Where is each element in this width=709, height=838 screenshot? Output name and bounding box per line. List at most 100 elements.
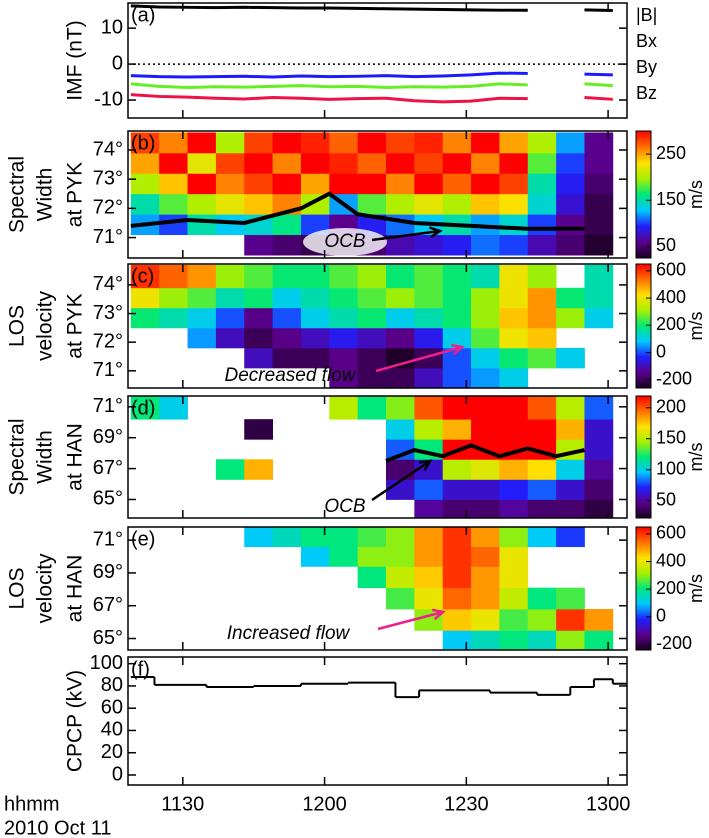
heatmap-cell — [329, 327, 359, 349]
y-axis-label: IMF (nT) — [64, 20, 87, 100]
heatmap-cell — [244, 234, 273, 256]
heatmap-cell — [187, 327, 217, 349]
y-tick-label: 20 — [101, 741, 123, 763]
heatmap-cell — [215, 327, 245, 349]
plot-frame — [127, 526, 628, 651]
heatmap-cell — [357, 307, 387, 329]
heatmap-cell — [471, 347, 500, 369]
colorbar-label: m/s — [686, 180, 706, 209]
heatmap-cell — [499, 609, 529, 631]
heatmap-cell — [329, 367, 359, 389]
heatmap-cell — [527, 193, 557, 215]
heatmap-cell — [471, 193, 500, 215]
heatmap-cell — [300, 347, 330, 369]
panel-label: (f) — [131, 658, 150, 680]
heatmap-cell — [499, 479, 529, 500]
heatmap-cell — [386, 287, 415, 309]
y-axis-label: Width — [34, 168, 57, 222]
heatmap-cell — [556, 214, 585, 236]
heatmap-cell — [386, 566, 415, 589]
heatmap-cell — [499, 234, 529, 256]
y-tick-label: 72° — [93, 330, 123, 352]
heatmap-cell — [556, 152, 585, 174]
x-tick-label: 1230 — [444, 793, 489, 815]
heatmap-cell — [442, 193, 472, 215]
heatmap-cell — [556, 234, 585, 256]
colorbar — [635, 526, 652, 651]
heatmap-cell — [386, 396, 415, 420]
y-axis-label: Width — [34, 430, 57, 484]
y-tick-label: 71° — [93, 359, 123, 381]
heatmap-cell — [527, 307, 557, 329]
heatmap-cell — [159, 152, 188, 174]
heatmap-cell — [499, 527, 529, 548]
annotation-arrow — [375, 345, 463, 373]
panel: 50 100 150 200 m/s OCB (d) 65° 67° 69° 71° Spectral… — [6, 395, 706, 519]
heatmap-cell — [471, 566, 500, 589]
heatmap-cell — [414, 396, 444, 420]
heatmap-cell — [414, 527, 444, 548]
heatmap-cell — [272, 152, 302, 174]
colorbar-label: m/s — [686, 312, 706, 341]
heatmap-cell — [300, 264, 330, 289]
heatmap-cell — [442, 287, 472, 309]
heatmap-cell — [556, 419, 585, 440]
heatmap-cell — [499, 287, 529, 309]
heatmap-cell — [471, 546, 500, 567]
heatmap-cell — [300, 287, 330, 309]
heatmap-cell — [414, 173, 444, 195]
y-axis-label: at PYK — [64, 293, 87, 358]
heatmap-cell — [414, 367, 444, 389]
heatmap-cell — [244, 347, 273, 369]
heatmap-cell — [357, 347, 387, 369]
heatmap-cell — [272, 327, 302, 349]
heatmap-cell — [300, 214, 330, 236]
annotation-arrow — [377, 610, 444, 631]
heatmap-cell — [215, 307, 245, 329]
heatmap-cell — [187, 173, 217, 195]
heatmap-cell — [471, 327, 500, 349]
heatmap-cell — [527, 459, 557, 480]
heatmap-cell — [556, 459, 585, 480]
heatmap-cell — [130, 193, 160, 215]
heatmap-cell — [499, 499, 529, 519]
heatmap-cell — [499, 132, 529, 154]
heatmap-cell — [556, 396, 585, 420]
heatmap-cell — [187, 214, 217, 236]
y-axis-label: velocity — [34, 290, 57, 361]
heatmap-cell — [215, 193, 245, 215]
heatmap-cell — [556, 479, 585, 500]
heatmap-cell — [414, 587, 444, 610]
heatmap-cell — [471, 396, 500, 420]
heatmap-cell — [471, 479, 500, 500]
heatmap-cell — [272, 527, 302, 548]
heatmap-cell — [130, 287, 160, 309]
heatmap-cell — [471, 307, 500, 329]
heatmap-cell — [215, 173, 245, 195]
heatmap-cell — [386, 264, 415, 289]
heatmap-cell — [471, 499, 500, 519]
heatmap-cell — [386, 546, 415, 567]
heatmap-cell — [527, 396, 557, 420]
heatmap-cell — [499, 459, 529, 480]
heatmap-cell — [414, 546, 444, 567]
heatmap-cell — [159, 396, 188, 420]
series-line — [584, 96, 613, 101]
annotation-arrowhead — [418, 459, 433, 472]
heatmap-cell — [329, 152, 359, 174]
y-axis-label: Spectral — [6, 156, 29, 233]
heatmap-cell — [471, 527, 500, 548]
heatmap-cell — [527, 479, 557, 500]
panel: -200 0 200 400 600 m/s Decreased flow (c) 71° 72°… — [6, 260, 706, 389]
heatmap-cell — [499, 396, 529, 420]
heatmap-cell — [187, 307, 217, 329]
heatmap-cell — [329, 347, 359, 369]
heatmap-cell — [471, 152, 500, 174]
y-tick-label: 65° — [93, 627, 123, 649]
plot-frame — [127, 395, 628, 519]
heatmap-cell — [414, 132, 444, 154]
colorbar-tick-label: -200 — [656, 633, 692, 653]
heatmap-cell — [300, 546, 330, 567]
heatmap-cell — [272, 132, 302, 154]
